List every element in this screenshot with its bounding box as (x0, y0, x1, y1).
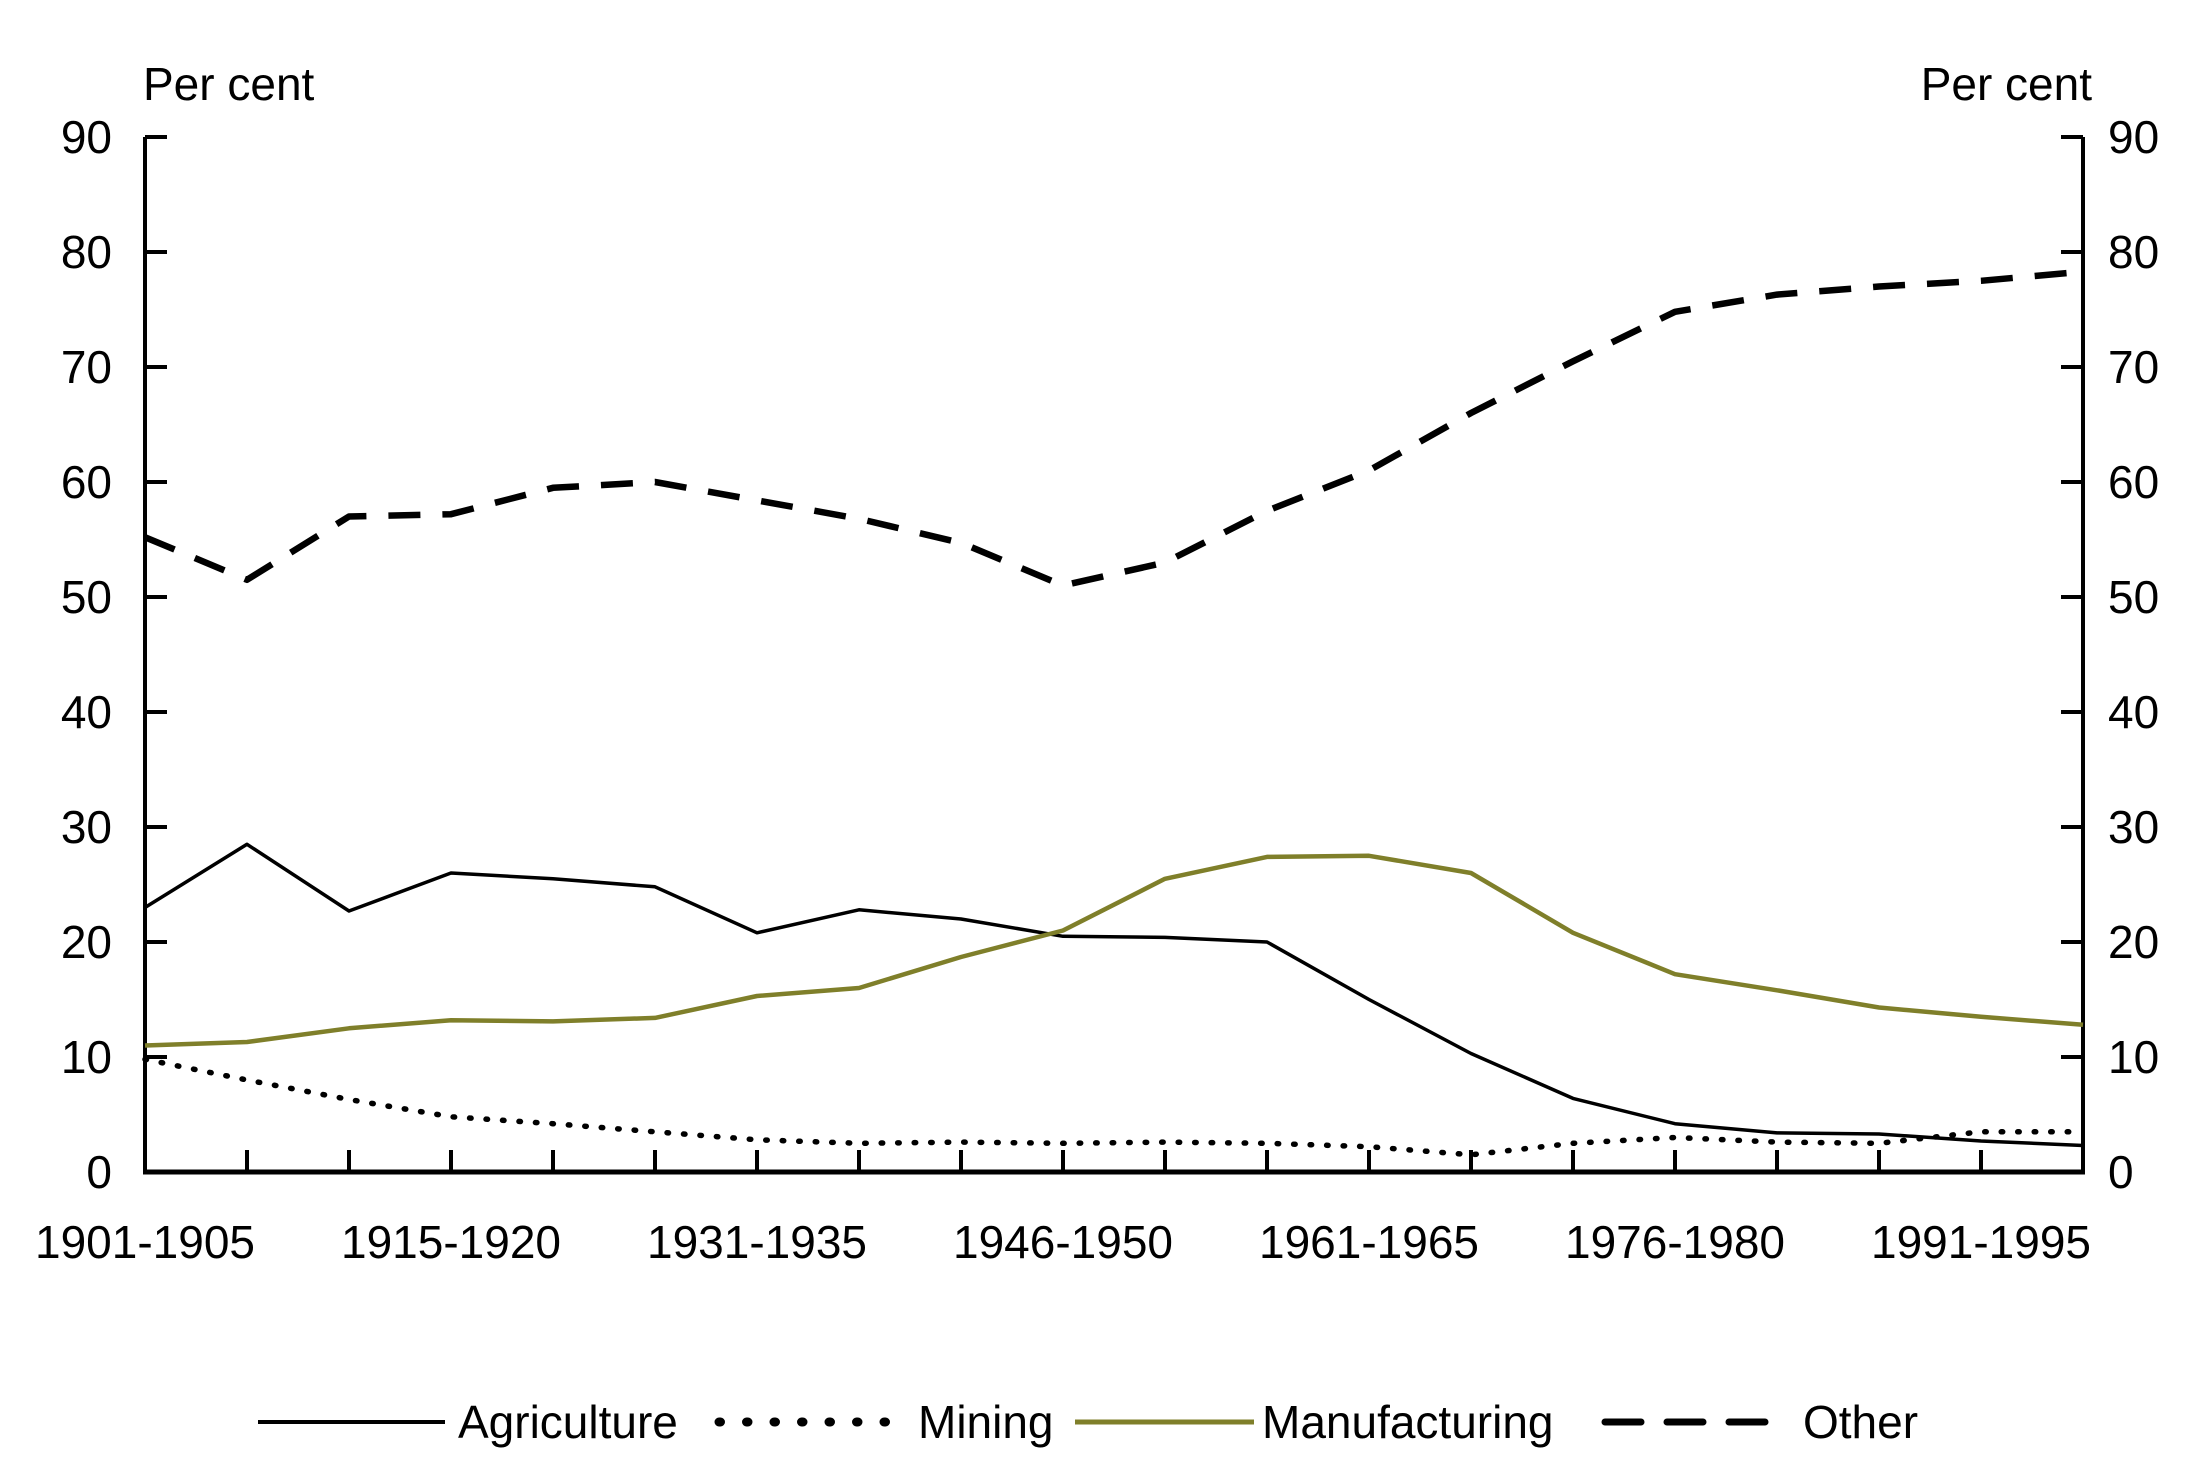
y-tick-label: 10 (61, 1031, 112, 1083)
x-tick-label: 1915-1920 (341, 1216, 561, 1268)
legend-item-agriculture: Agriculture (258, 1396, 678, 1448)
y-tick-labels-right: 0 10 20 30 40 50 60 70 80 90 (2108, 111, 2159, 1198)
x-tick-label: 1991-1995 (1871, 1216, 2091, 1268)
y-tick-label: 70 (2108, 341, 2159, 393)
x-tick-label: 1931-1935 (647, 1216, 867, 1268)
y-tick-label: 90 (61, 111, 112, 163)
legend-label-manufacturing: Manufacturing (1262, 1396, 1554, 1448)
y-tick-label: 70 (61, 341, 112, 393)
series-line-mining (142, 1056, 2086, 1158)
series-line-other (143, 268, 2084, 589)
axes (143, 137, 2085, 1175)
x-ticks (143, 1150, 2085, 1172)
y-tick-label: 0 (86, 1146, 112, 1198)
legend-item-manufacturing: Manufacturing (1075, 1396, 1554, 1448)
y-tick-labels-left: 0 10 20 30 40 50 60 70 80 90 (61, 111, 112, 1198)
series-line-manufacturing (144, 853, 2084, 1048)
y-ticks-right (2061, 135, 2083, 1174)
series-lines (142, 268, 2086, 1158)
y-tick-label: 30 (61, 801, 112, 853)
x-tick-label: 1946-1950 (953, 1216, 1173, 1268)
y-tick-label: 60 (2108, 456, 2159, 508)
legend: Agriculture Mining Manufacturing Other (258, 1396, 1918, 1448)
y-tick-label: 0 (2108, 1146, 2134, 1198)
y-tick-label: 50 (2108, 571, 2159, 623)
legend-label-mining: Mining (918, 1396, 1054, 1448)
y-tick-label: 20 (61, 916, 112, 968)
y-tick-label: 60 (61, 456, 112, 508)
y-tick-label: 80 (2108, 226, 2159, 278)
y-tick-label: 10 (2108, 1031, 2159, 1083)
x-tick-label: 1961-1965 (1259, 1216, 1479, 1268)
y-ticks-left (145, 135, 167, 1174)
y-axis-caption-left: Per cent (143, 58, 315, 110)
y-tick-label: 30 (2108, 801, 2159, 853)
series-line-agriculture (144, 842, 2084, 1148)
y-tick-label: 40 (2108, 686, 2159, 738)
legend-item-other: Other (1601, 1396, 1918, 1448)
legend-label-agriculture: Agriculture (458, 1396, 678, 1448)
x-tick-labels: 1901-1905 1915-1920 1931-1935 1946-1950 1961… (35, 1216, 2091, 1268)
y-tick-label: 50 (61, 571, 112, 623)
x-tick-label: 1976-1980 (1565, 1216, 1785, 1268)
y-axis-caption-right: Per cent (1921, 58, 2093, 110)
legend-label-other: Other (1803, 1396, 1918, 1448)
y-tick-label: 40 (61, 686, 112, 738)
legend-item-mining: Mining (714, 1396, 1054, 1448)
y-tick-label: 20 (2108, 916, 2159, 968)
y-tick-label: 90 (2108, 111, 2159, 163)
y-tick-label: 80 (61, 226, 112, 278)
x-tick-label: 1901-1905 (35, 1216, 255, 1268)
